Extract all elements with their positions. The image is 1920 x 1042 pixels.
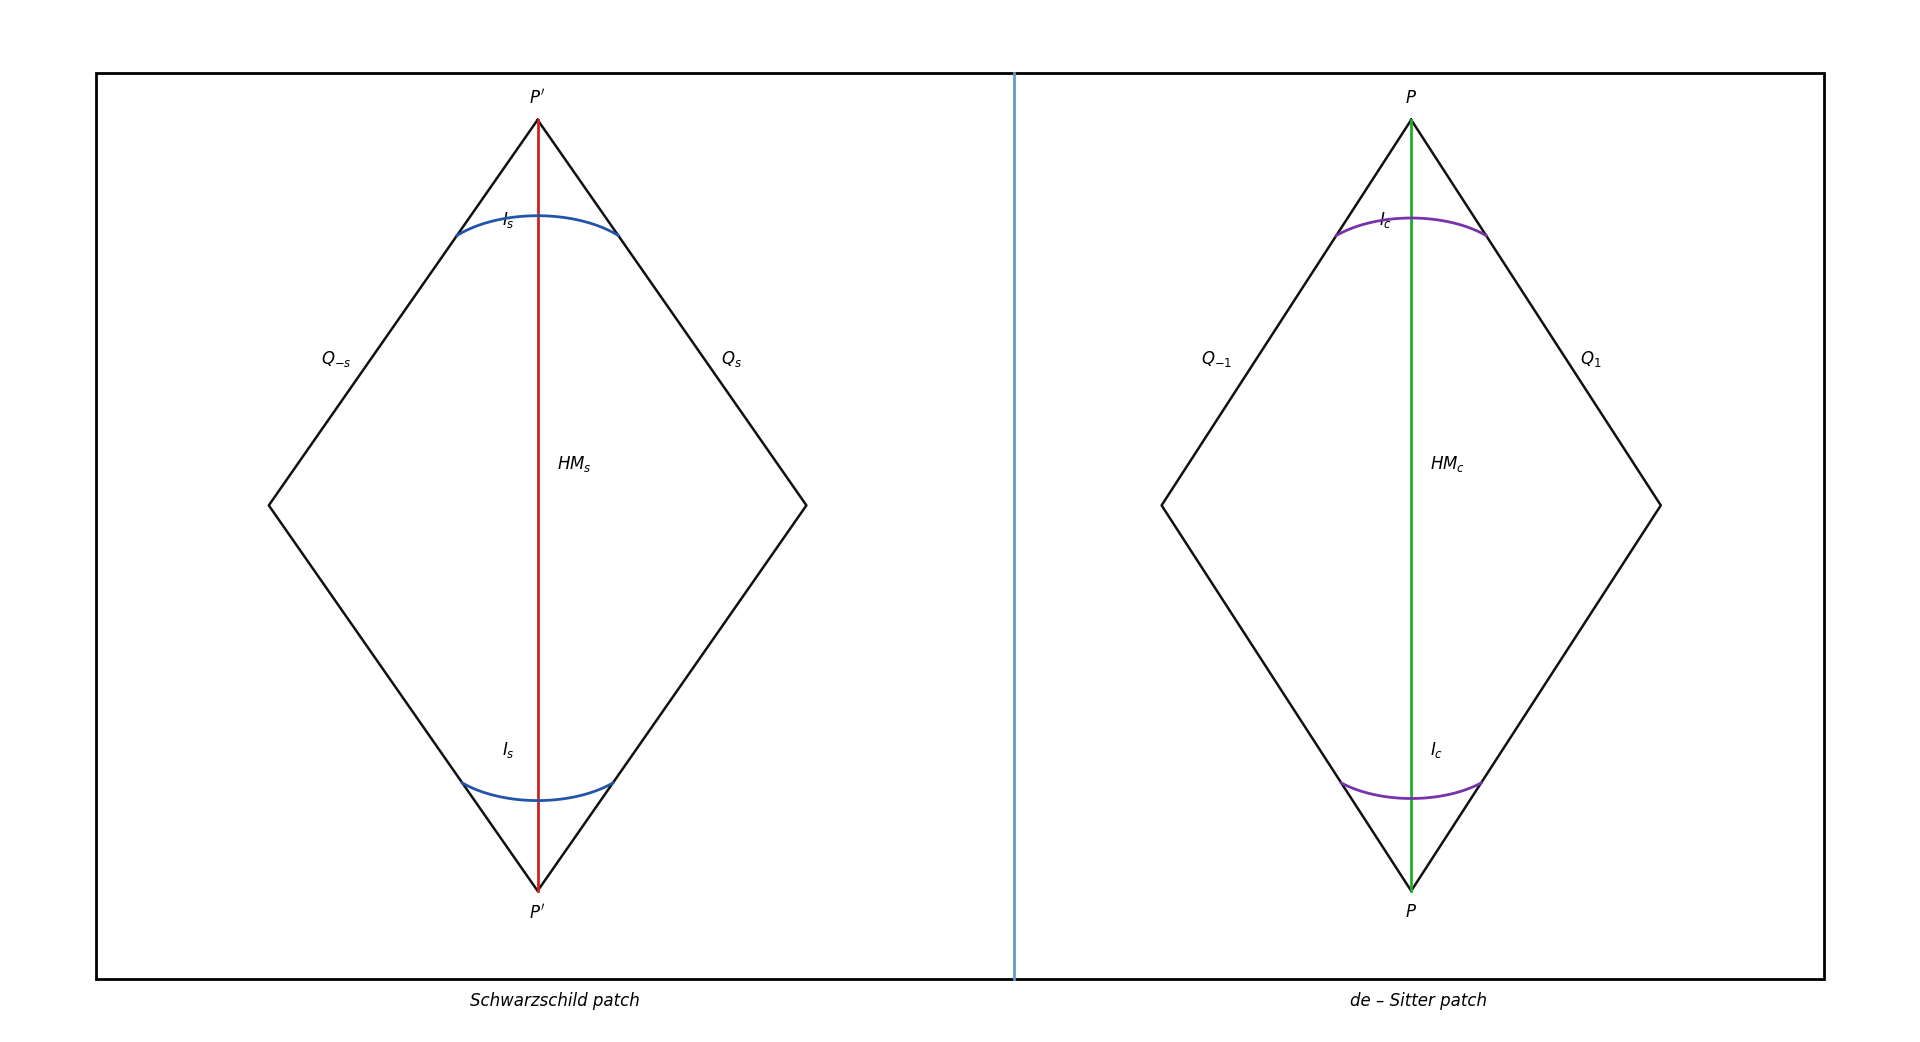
- Text: $Q_1$: $Q_1$: [1580, 349, 1601, 369]
- Text: Schwarzschild patch: Schwarzschild patch: [470, 992, 639, 1010]
- Text: de – Sitter patch: de – Sitter patch: [1350, 992, 1488, 1010]
- Text: $Q_s$: $Q_s$: [720, 349, 741, 369]
- Bar: [96, 73, 1824, 979]
- Text: $P$: $P$: [1405, 90, 1417, 107]
- Text: $P'$: $P'$: [530, 89, 545, 107]
- Text: $HM_s$: $HM_s$: [557, 453, 591, 474]
- Text: $I_s$: $I_s$: [501, 210, 515, 230]
- Text: $I_c$: $I_c$: [1430, 740, 1444, 760]
- Text: $P'$: $P'$: [530, 903, 545, 922]
- Text: $I_s$: $I_s$: [501, 740, 515, 760]
- Text: $Q_{-s}$: $Q_{-s}$: [321, 349, 351, 369]
- Text: $HM_c$: $HM_c$: [1430, 453, 1465, 474]
- Text: $I_c$: $I_c$: [1379, 210, 1392, 230]
- Text: $P$: $P$: [1405, 903, 1417, 921]
- Text: $Q_{-1}$: $Q_{-1}$: [1200, 349, 1233, 369]
